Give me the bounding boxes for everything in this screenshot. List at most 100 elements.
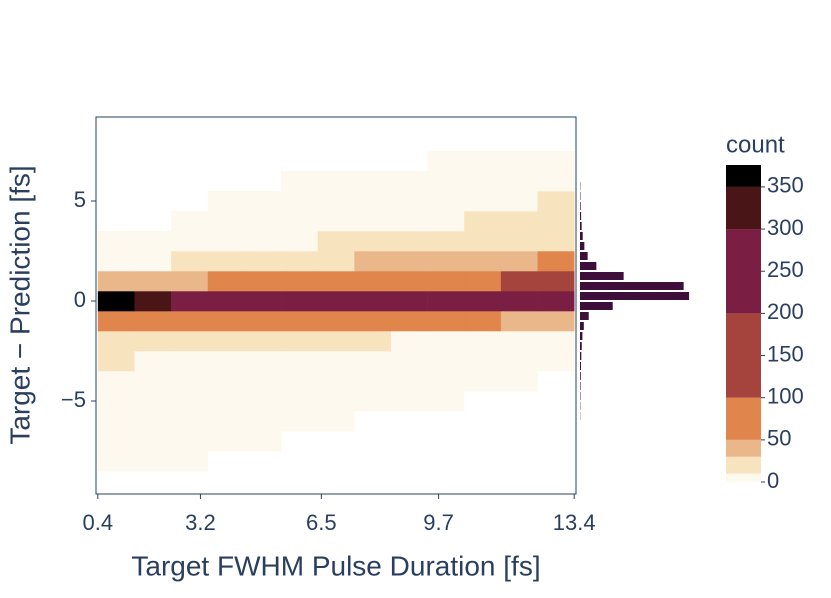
heatmap-cell xyxy=(464,271,501,291)
heatmap-cell xyxy=(354,471,391,491)
heatmap-cell xyxy=(171,351,208,371)
colorbar-band xyxy=(726,165,761,187)
heatmap-cell xyxy=(244,371,281,391)
heatmap-cell xyxy=(428,471,465,491)
x-tick-label: 13.4 xyxy=(553,510,596,535)
heatmap-cell xyxy=(318,291,355,311)
colorbar-band xyxy=(726,474,761,482)
heatmap-cell xyxy=(428,391,465,411)
heatmap-cell xyxy=(428,451,465,471)
heatmap-cell xyxy=(354,251,391,271)
heatmap-cell xyxy=(501,171,538,191)
heatmap-cell xyxy=(428,291,465,311)
heatmap-cell xyxy=(391,291,428,311)
marginal-bar xyxy=(580,312,589,320)
heatmap-cell xyxy=(281,371,318,391)
marginal-bar xyxy=(580,352,581,360)
heatmap-cell xyxy=(244,271,281,291)
heatmap-cell xyxy=(391,251,428,271)
heatmap-cell xyxy=(281,171,318,191)
heatmap-cell xyxy=(171,291,208,311)
heatmap-cell xyxy=(391,311,428,331)
heatmap-cell xyxy=(318,211,355,231)
heatmap-cell xyxy=(281,191,318,211)
heatmap-cell xyxy=(538,331,575,351)
heatmap-cell xyxy=(171,191,208,211)
heatmap-cell xyxy=(208,431,245,451)
heatmap-cell xyxy=(98,191,135,211)
heatmap-cell xyxy=(244,391,281,411)
heatmap-cell xyxy=(208,311,245,331)
heatmap-cell xyxy=(134,351,171,371)
heatmap-cell xyxy=(501,231,538,251)
y-tick-label: 0 xyxy=(74,287,86,312)
heatmap-cell xyxy=(98,291,135,311)
heatmap-cell xyxy=(171,171,208,191)
marginal-bar xyxy=(580,292,689,300)
marginal-bar xyxy=(580,202,581,210)
heatmap-cell xyxy=(244,251,281,271)
heatmap-cell xyxy=(134,211,171,231)
heatmap-cell xyxy=(354,391,391,411)
heatmap-cell xyxy=(98,251,135,271)
heatmap-cell xyxy=(318,431,355,451)
colorbar-tick-label: 300 xyxy=(767,215,804,240)
heatmap-cell xyxy=(354,311,391,331)
colorbar-tick-label: 350 xyxy=(767,173,804,198)
heatmap-cell xyxy=(98,431,135,451)
heatmap-cell xyxy=(244,431,281,451)
heatmap-cell xyxy=(318,191,355,211)
colorbar-title: count xyxy=(726,131,785,158)
heatmap-cell xyxy=(464,251,501,271)
heatmap-cell xyxy=(391,431,428,451)
colorbar-band xyxy=(726,313,761,397)
heatmap-cell xyxy=(391,271,428,291)
x-tick-label: 0.4 xyxy=(83,510,114,535)
heatmap-cell xyxy=(428,191,465,211)
heatmap-cell xyxy=(318,171,355,191)
heatmap-cell xyxy=(391,231,428,251)
heatmap-cell xyxy=(98,151,135,171)
heatmap-cell xyxy=(171,151,208,171)
marginal-bar xyxy=(580,372,581,380)
heatmap-cell xyxy=(318,311,355,331)
marginal-bar xyxy=(580,342,582,350)
heatmap-cell xyxy=(538,291,575,311)
marginal-bar xyxy=(580,262,596,270)
heatmap-cell xyxy=(208,331,245,351)
heatmap-cell xyxy=(98,211,135,231)
heatmap-cell xyxy=(318,471,355,491)
heatmap-cell xyxy=(208,371,245,391)
heatmap-cell xyxy=(98,171,135,191)
heatmap-cell xyxy=(171,471,208,491)
heatmap-cell xyxy=(171,271,208,291)
heatmap-cell xyxy=(171,331,208,351)
heatmap-cell xyxy=(501,331,538,351)
colorbar-band xyxy=(726,457,761,474)
heatmap-cell xyxy=(318,391,355,411)
heatmap-cell xyxy=(391,151,428,171)
heatmap-cell xyxy=(281,471,318,491)
heatmap-cell xyxy=(171,231,208,251)
heatmap-cell xyxy=(244,451,281,471)
marginal-bar xyxy=(580,282,684,290)
heatmap-cell xyxy=(134,331,171,351)
heatmap-cell xyxy=(391,471,428,491)
heatmap-cell xyxy=(208,171,245,191)
heatmap-cell xyxy=(244,311,281,331)
marginal-bar xyxy=(580,242,584,250)
heatmap-cell xyxy=(318,411,355,431)
heatmap-cell xyxy=(171,311,208,331)
heatmap-cell xyxy=(281,291,318,311)
heatmap-cell xyxy=(538,411,575,431)
heatmap-cell xyxy=(171,371,208,391)
heatmap-cell xyxy=(98,231,135,251)
heatmap-cell xyxy=(538,371,575,391)
heatmap-cell xyxy=(318,151,355,171)
colorbar-band xyxy=(726,440,761,457)
marginal-bar xyxy=(580,362,581,370)
heatmap-cell xyxy=(244,351,281,371)
heatmap-cell xyxy=(134,371,171,391)
heatmap-cell xyxy=(134,171,171,191)
heatmap-cell xyxy=(501,291,538,311)
